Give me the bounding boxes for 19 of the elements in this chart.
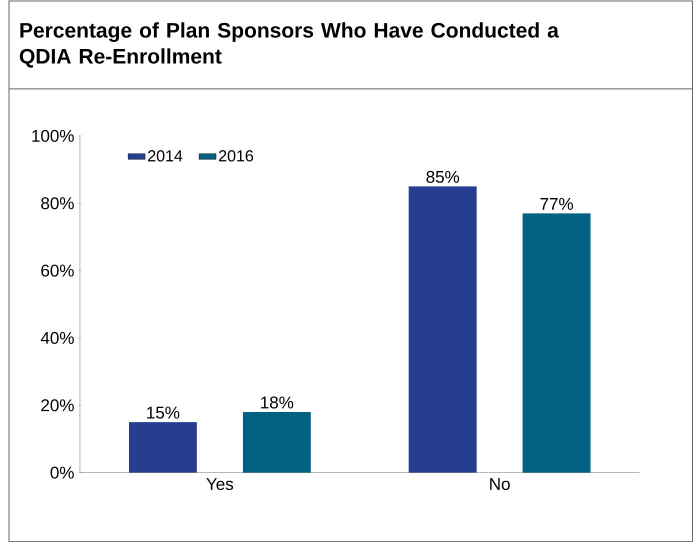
- x-tick-label: No: [490, 478, 510, 490]
- bar: [242, 412, 311, 473]
- bar: [522, 213, 591, 473]
- data-label: 85%: [426, 170, 460, 183]
- y-tick-label: 20%: [41, 399, 74, 412]
- data-label: 18%: [261, 396, 294, 408]
- y-tick-label: 100%: [32, 130, 74, 142]
- bar: [128, 422, 197, 473]
- data-label: 15%: [147, 406, 180, 419]
- x-tick-label: Yes: [206, 478, 234, 490]
- y-tick-label: 60%: [41, 264, 74, 277]
- bar: [408, 186, 477, 473]
- y-tick-label: 80%: [41, 197, 74, 210]
- chart-title: Percentage of Plan Sponsors Who Have Conducted a QDIA Re-Enrollment: [20, 22, 559, 68]
- data-label: 77%: [540, 198, 573, 210]
- legend-label: 2014: [148, 150, 182, 162]
- y-tick-label: 0%: [50, 466, 74, 479]
- y-tick-label: 40%: [40, 332, 74, 344]
- legend-label: 2016: [219, 150, 254, 162]
